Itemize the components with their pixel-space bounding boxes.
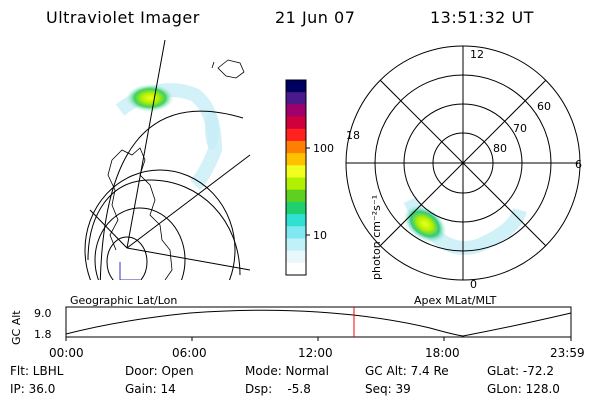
colorbar-segment bbox=[286, 189, 306, 203]
colorbar-segment bbox=[286, 165, 306, 178]
time-tick-1800: 18:00 bbox=[425, 346, 460, 360]
colorbar-segment bbox=[286, 140, 306, 154]
mlat-label-70: 70 bbox=[513, 122, 527, 135]
gc-alt-value: GC Alt: 7.4 Re bbox=[365, 364, 449, 378]
time-label: 13:51:32 UT bbox=[430, 8, 534, 27]
mlt-label-12: 12 bbox=[470, 48, 484, 61]
glon-value: GLon: 128.0 bbox=[487, 382, 560, 396]
time-tick-0600: 06:00 bbox=[172, 346, 207, 360]
left-map-caption: Geographic Lat/Lon bbox=[70, 294, 177, 307]
colorbar-tick-100: 100 bbox=[313, 142, 334, 155]
alt-max-label: 9.0 bbox=[34, 307, 52, 320]
seq-value: Seq: 39 bbox=[365, 382, 411, 396]
colorbar-segment bbox=[286, 92, 306, 105]
colorbar-segment bbox=[286, 201, 306, 215]
filter-value: Flt: LBHL bbox=[10, 364, 64, 378]
header: Ultraviolet Imager 21 Jun 07 13:51:32 UT bbox=[0, 8, 600, 28]
mlt-label-0: 0 bbox=[470, 278, 477, 291]
colorbar-segment bbox=[286, 153, 306, 166]
altitude-plot: 9.0 1.8 GC Alt bbox=[10, 306, 572, 345]
mlt-label-18: 18 bbox=[346, 129, 360, 142]
alt-min-label: 1.8 bbox=[34, 328, 52, 341]
instrument-title: Ultraviolet Imager bbox=[46, 8, 200, 27]
door-value: Door: Open bbox=[125, 364, 194, 378]
colorbar-unit-label: photon cm⁻²s⁻¹ bbox=[370, 195, 383, 280]
time-tick-1200: 12:00 bbox=[298, 346, 333, 360]
colorbar-segment bbox=[286, 226, 306, 239]
altitude-curve bbox=[65, 309, 572, 337]
colorbar-segment bbox=[286, 238, 306, 252]
colorbar-tick-10: 10 bbox=[313, 229, 327, 242]
date-label: 21 Jun 07 bbox=[275, 8, 356, 27]
colorbar-segment bbox=[286, 262, 306, 276]
time-tick-2359: 23:59 bbox=[550, 346, 585, 360]
dsp-value: Dsp: -5.8 bbox=[245, 382, 311, 396]
colorbar-segment bbox=[286, 214, 306, 227]
colorbar-segment bbox=[286, 177, 306, 191]
aurora-blob bbox=[403, 204, 447, 244]
mlat-label-80: 80 bbox=[493, 142, 507, 155]
ip-value: IP: 36.0 bbox=[10, 382, 56, 396]
status-footer: Flt: LBHL IP: 36.0 Door: Open Gain: 14 M… bbox=[0, 363, 600, 399]
time-tick-0000: 00:00 bbox=[49, 346, 84, 360]
aurora-blob bbox=[126, 84, 174, 112]
mlat-label-60: 60 bbox=[537, 100, 551, 113]
colorbar-segment bbox=[286, 80, 306, 93]
colorbar-segment bbox=[286, 128, 306, 142]
right-map-caption: Apex MLat/MLT bbox=[414, 294, 497, 307]
alt-axis-label: GC Alt bbox=[10, 310, 23, 345]
mlt-label-6: 6 bbox=[575, 158, 582, 171]
colorbar-segment bbox=[286, 104, 306, 118]
color-bar bbox=[285, 79, 307, 276]
colorbar-segment bbox=[286, 250, 306, 264]
geographic-map bbox=[84, 40, 251, 280]
magnetic-polar-map: 12 18 6 0 60 70 80 bbox=[345, 45, 582, 291]
gain-value: Gain: 14 bbox=[125, 382, 176, 396]
mode-value: Mode: Normal bbox=[245, 364, 329, 378]
continent-outline bbox=[107, 147, 173, 280]
glat-value: GLat: -72.2 bbox=[487, 364, 554, 378]
spacecraft-footprint bbox=[119, 262, 140, 280]
colorbar-border bbox=[285, 79, 307, 276]
colorbar-segment bbox=[286, 116, 306, 130]
